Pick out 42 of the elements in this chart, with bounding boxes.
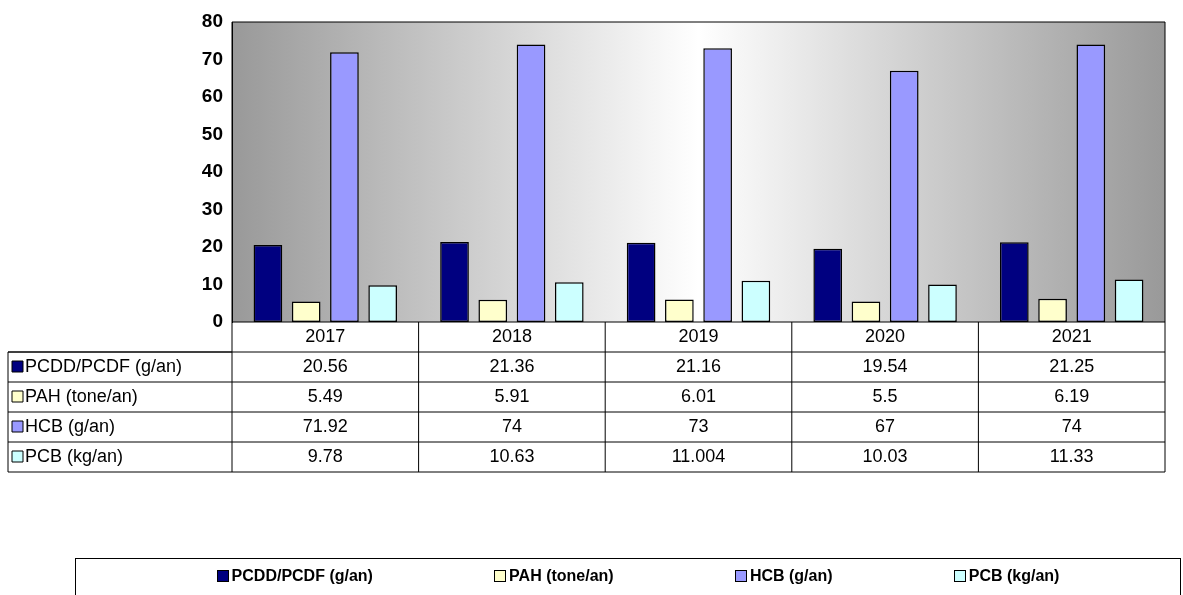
x-tick-label: 2018 — [491, 325, 532, 346]
data-label: 11.33 — [1049, 445, 1094, 466]
legend-label: PCDD/PCDF (g/an) — [25, 355, 183, 376]
data-label: 10.63 — [489, 445, 535, 466]
data-label: 74 — [501, 415, 522, 436]
data-label: 19.54 — [862, 355, 908, 376]
y-tick-label: 60 — [201, 85, 223, 107]
legend-label: HCB (g/an) — [25, 415, 116, 436]
data-label: 21.16 — [675, 355, 722, 376]
data-label: 67 — [875, 415, 896, 436]
text: PCB (kg/an) — [25, 445, 124, 466]
y-tick-label: 50 — [201, 122, 223, 144]
data-label: 9.78 — [307, 445, 343, 466]
x-tick-label: 2020 — [865, 325, 906, 346]
text: HCB (g/an) — [749, 567, 833, 584]
text: PCDD/PCDF (g/an) — [231, 567, 373, 584]
y-tick-label: 30 — [201, 197, 223, 219]
y-tick-label: 10 — [201, 272, 223, 294]
data-label: 74 — [1061, 415, 1082, 436]
x-tick-label: 2017 — [305, 325, 346, 346]
y-tick-label: 70 — [201, 47, 223, 69]
data-label: 21.25 — [1049, 355, 1095, 376]
data-label: 5.91 — [494, 385, 530, 406]
x-tick-label: 2019 — [678, 325, 719, 346]
legend-label: PCB (kg/an) — [968, 567, 1060, 585]
y-tick-label: 80 — [201, 10, 223, 32]
y-tick-label: 20 — [201, 235, 223, 257]
y-tick-label: 40 — [201, 160, 223, 182]
data-label: 6.01 — [680, 385, 717, 406]
data-label: 73 — [688, 415, 709, 436]
data-label: 11.004 — [671, 445, 726, 466]
data-label: 5.49 — [307, 385, 343, 406]
legend-label: PAH (tone/an) — [25, 385, 138, 406]
data-label: 10.03 — [862, 445, 908, 466]
y-tick-label: 0 — [212, 310, 223, 332]
text: PAH (tone/an) — [509, 567, 614, 584]
data-label: 6.19 — [1054, 385, 1090, 406]
data-label: 71.92 — [302, 415, 348, 436]
x-tick-label: 2021 — [1051, 325, 1092, 346]
data-label: 20.56 — [302, 355, 348, 376]
data-label: 21.36 — [489, 355, 535, 376]
data-label: 5.5 — [872, 385, 898, 406]
